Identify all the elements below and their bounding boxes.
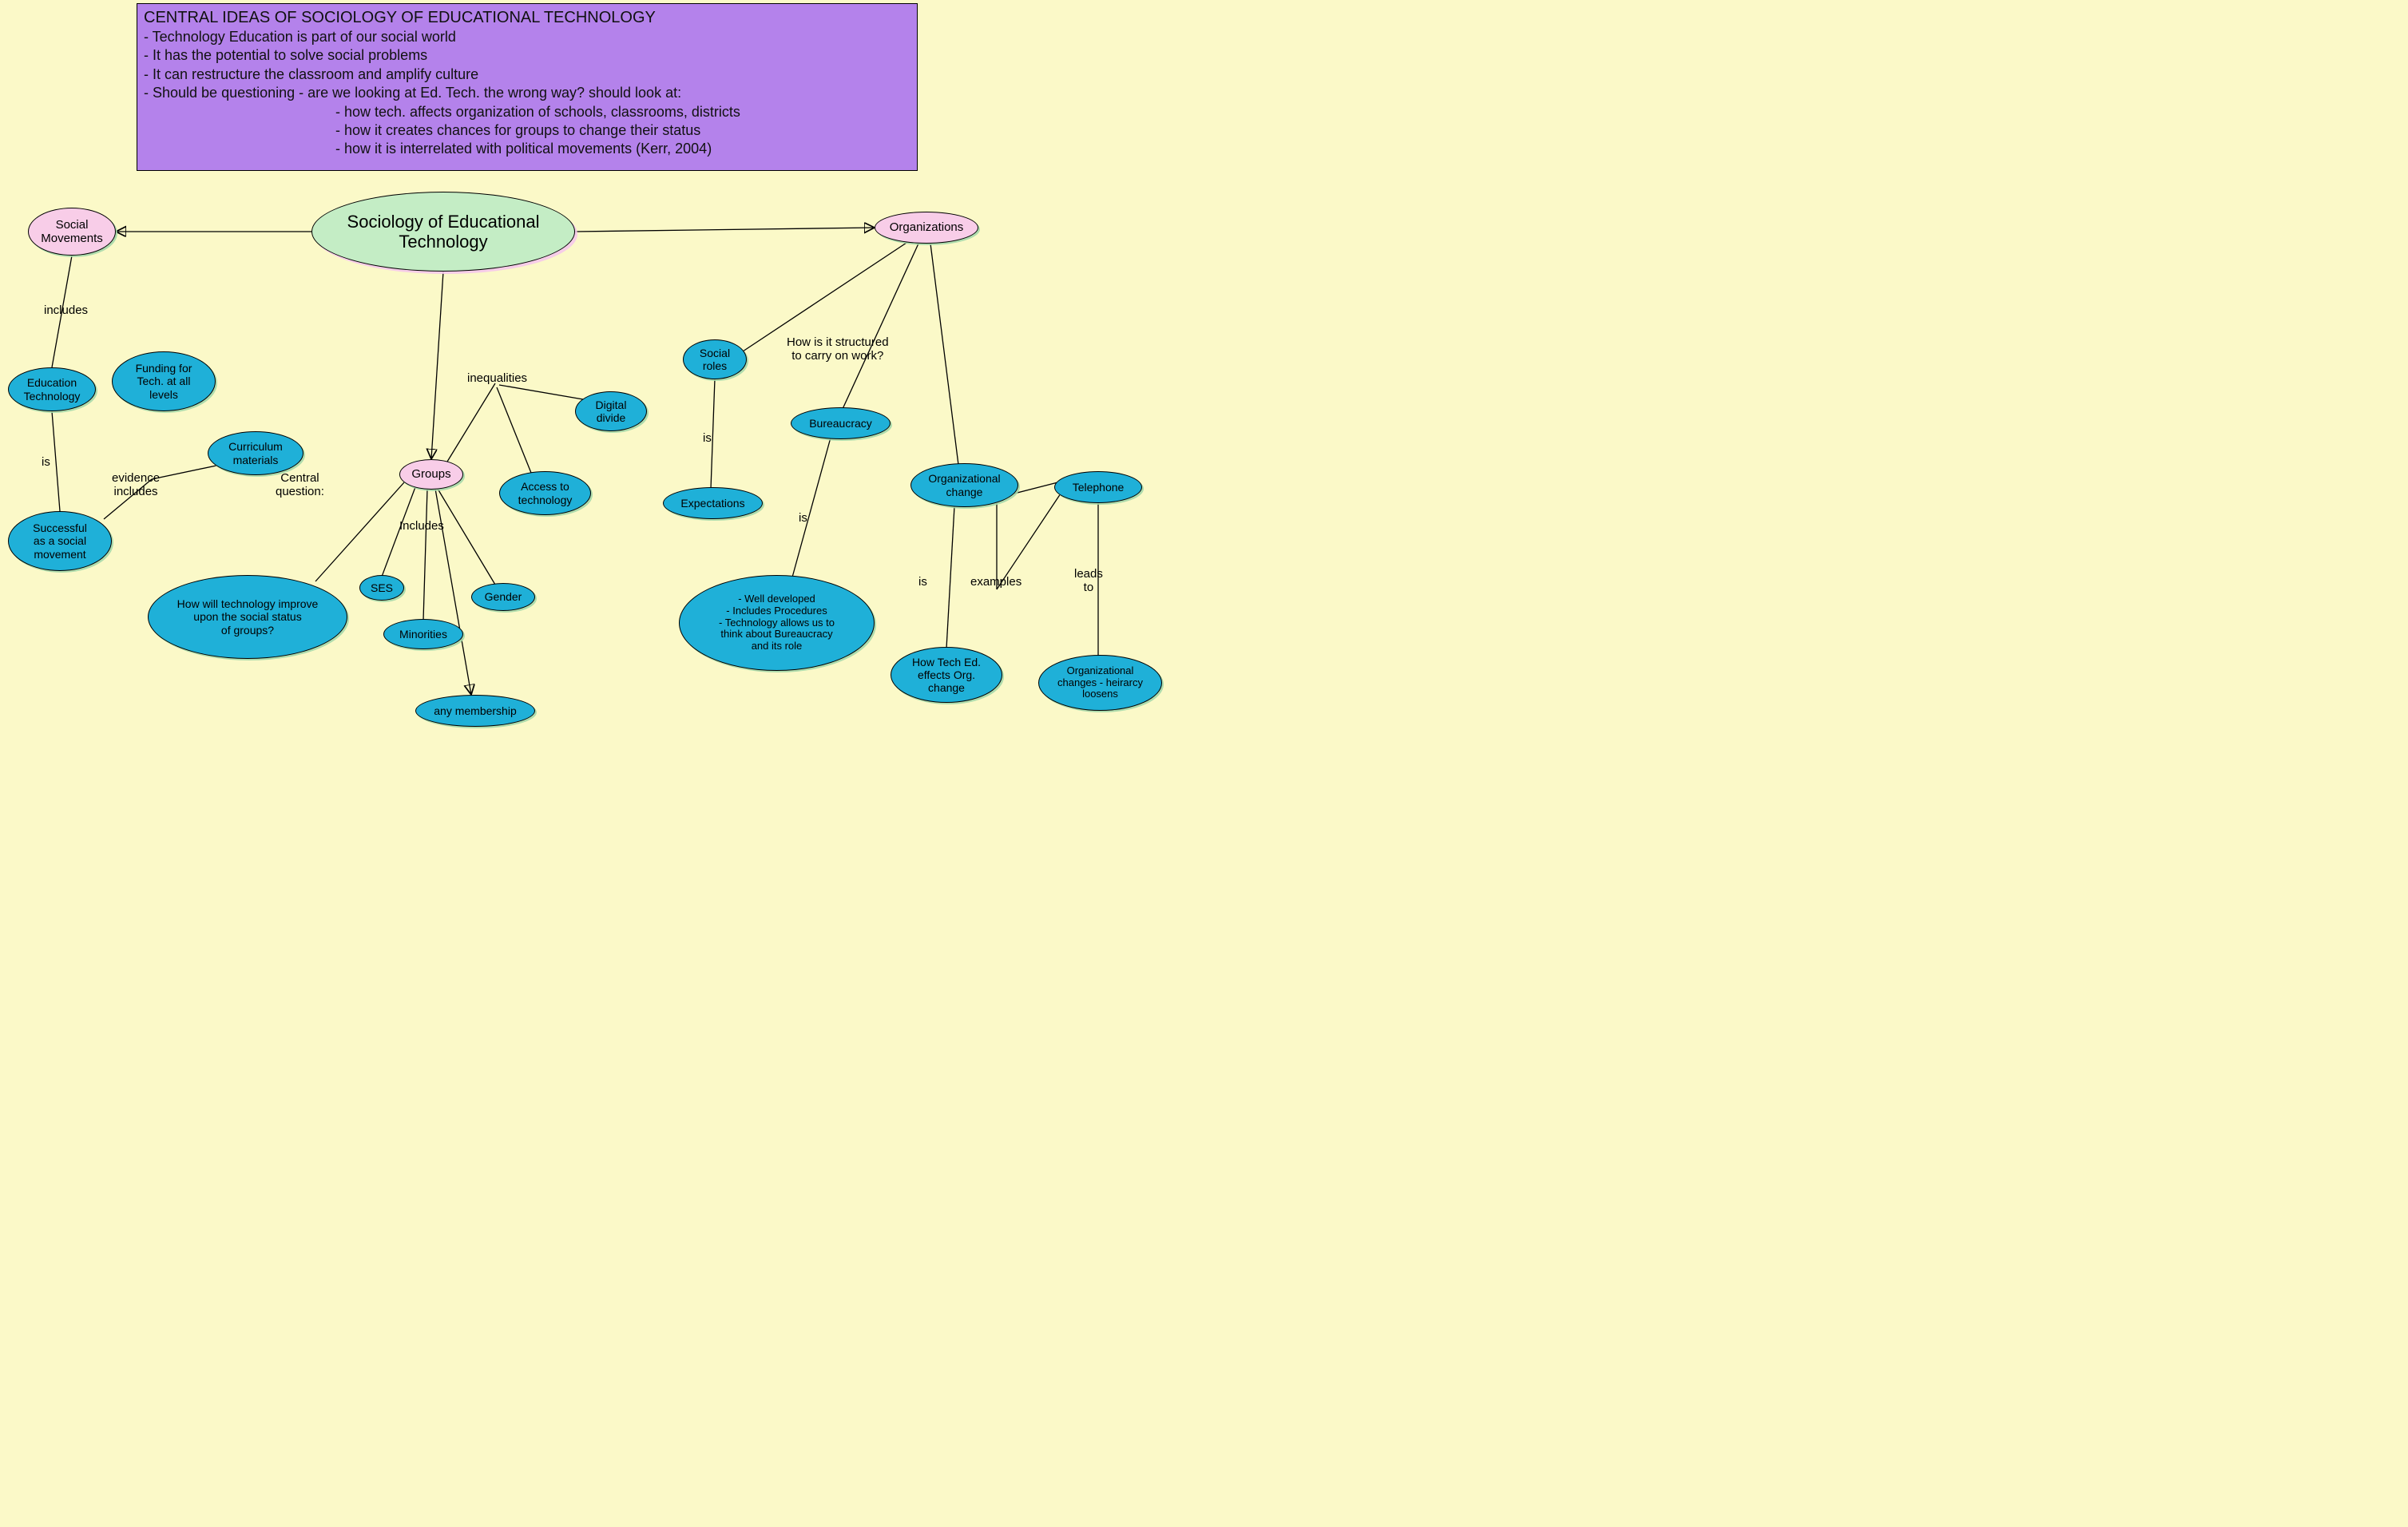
edge-label: is (703, 431, 712, 445)
node-label: Socialroles (700, 347, 730, 372)
node-label: Successfulas a socialmovement (33, 522, 87, 560)
concept-map-canvas: CENTRAL IDEAS OF SOCIOLOGY OF EDUCATIONA… (0, 0, 1198, 764)
node-label: How Tech Ed.effects Org.change (912, 656, 981, 694)
node-expectations: Expectations (663, 487, 763, 519)
node-label: EducationTechnology (24, 376, 81, 402)
node-label: Curriculummaterials (228, 440, 283, 466)
node-gender: Gender (471, 583, 535, 611)
edge-label: examples (970, 575, 1022, 589)
node-curriculum: Curriculummaterials (208, 431, 303, 475)
node-label: Minorities (399, 628, 447, 641)
node-label: Telephone (1073, 481, 1125, 494)
header-title: CENTRAL IDEAS OF SOCIOLOGY OF EDUCATIONA… (144, 7, 910, 28)
header-line: - It has the potential to solve social p… (144, 46, 910, 65)
node-organizations: Organizations (875, 212, 978, 244)
node-ses: SES (359, 575, 404, 601)
edge-label: Includes (399, 519, 444, 533)
node-label: Organizationalchange (928, 472, 1000, 498)
edge-label: is (799, 511, 807, 525)
node-label: - Well developed- Includes Procedures- T… (719, 593, 835, 653)
node-groups: Groups (399, 459, 463, 490)
header-line: - how tech. affects organization of scho… (144, 103, 910, 121)
header-box: CENTRAL IDEAS OF SOCIOLOGY OF EDUCATIONA… (137, 3, 918, 171)
node-access_tech: Access totechnology (499, 471, 591, 515)
node-label: Digitaldivide (596, 399, 627, 424)
node-social_roles: Socialroles (683, 339, 747, 379)
node-funding: Funding forTech. at alllevels (112, 351, 216, 411)
edge-label: evidence includes (112, 471, 160, 499)
node-label: any membership (434, 704, 517, 717)
node-central_q: How will technology improveupon the soci… (148, 575, 347, 659)
node-label: Groups (411, 467, 450, 481)
node-any_membership: any membership (415, 695, 535, 727)
edge-label: leads to (1074, 567, 1103, 595)
node-bureaucracy: Bureaucracy (791, 407, 891, 439)
node-label: Gender (485, 590, 522, 603)
node-bureaucracy_desc: - Well developed- Includes Procedures- T… (679, 575, 875, 671)
node-label: Expectations (680, 497, 744, 510)
node-minorities: Minorities (383, 619, 463, 649)
node-label: Funding forTech. at alllevels (136, 362, 192, 400)
node-label: Organizationalchanges - heirarcyloosens (1057, 665, 1143, 701)
node-center: Sociology of EducationalTechnology (311, 192, 575, 272)
edge-label: is (918, 575, 927, 589)
header-line: - how it is interrelated with political … (144, 140, 910, 158)
edge-label: is (42, 455, 50, 469)
node-social_movements: SocialMovements (28, 208, 116, 256)
edge-label: Central question: (276, 471, 324, 499)
header-line: - how it creates chances for groups to c… (144, 121, 910, 140)
node-org_change: Organizationalchange (910, 463, 1018, 507)
edge-label: How is it structured to carry on work? (787, 335, 889, 363)
node-label: Sociology of EducationalTechnology (347, 212, 540, 252)
header-line: - Should be questioning - are we looking… (144, 84, 910, 102)
header-line: - Technology Education is part of our so… (144, 28, 910, 46)
node-label: SocialMovements (41, 218, 103, 246)
edge-label: includes (44, 303, 88, 317)
node-telephone: Telephone (1054, 471, 1142, 503)
node-how_tech_org: How Tech Ed.effects Org.change (891, 647, 1002, 703)
node-successful_sm: Successfulas a socialmovement (8, 511, 112, 571)
node-label: Organizations (890, 220, 964, 234)
header-line: - It can restructure the classroom and a… (144, 65, 910, 84)
node-org_heirarcy: Organizationalchanges - heirarcyloosens (1038, 655, 1162, 711)
node-label: Access totechnology (518, 480, 573, 506)
node-ed_tech: EducationTechnology (8, 367, 96, 411)
node-digital_divide: Digitaldivide (575, 391, 647, 431)
node-label: Bureaucracy (809, 417, 872, 430)
node-label: SES (371, 581, 393, 594)
edge-label: inequalities (467, 371, 527, 385)
node-label: How will technology improveupon the soci… (177, 597, 319, 636)
